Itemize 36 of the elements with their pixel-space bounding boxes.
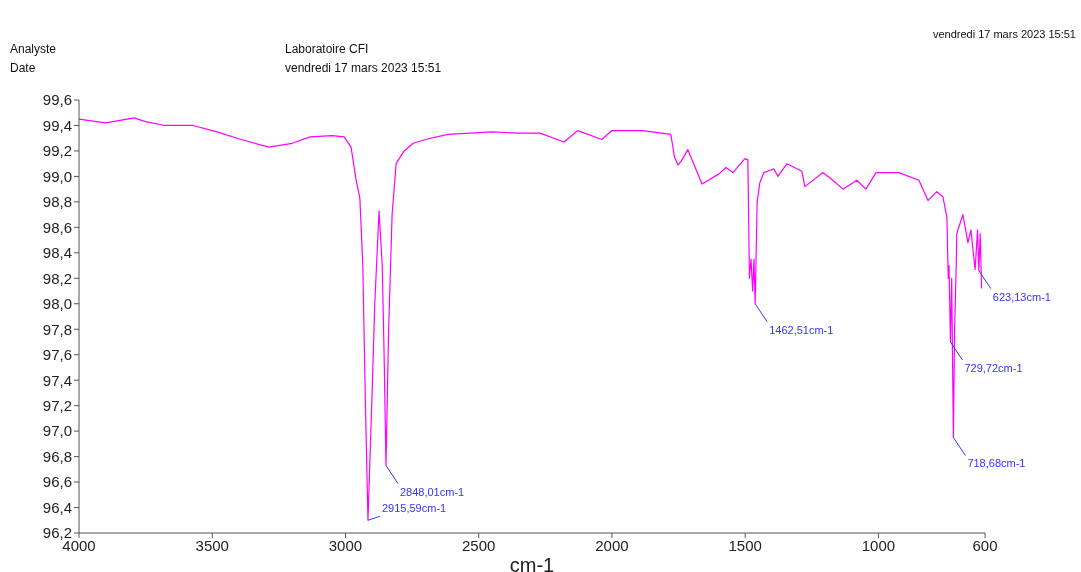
y-tick-label: 97,8 <box>42 320 72 338</box>
x-tick-label: 600 <box>972 536 998 554</box>
text: vendredi 17 mars 2023 15:51 <box>285 61 442 75</box>
text: Date <box>10 61 36 75</box>
y-tick-label: 97,6 <box>42 346 72 364</box>
text: vendredi 17 mars 2023 15:51 <box>932 28 1076 40</box>
y-tick-label: 97,0 <box>42 422 72 440</box>
text: Analyste <box>10 42 57 56</box>
y-tick-label: 99,2 <box>42 142 72 160</box>
annotation: 718,68cm-1 <box>967 457 1026 470</box>
y-tick-label: 97,2 <box>42 396 72 414</box>
x-tick-label: 2000 <box>595 536 629 554</box>
annotation: 623,13cm-1 <box>992 290 1051 303</box>
y-tick-label: 99,4 <box>42 116 72 134</box>
y-tick-label: 96,6 <box>42 473 72 491</box>
annotation: 2848,01cm-1 <box>399 485 465 498</box>
x-tick-label: 3500 <box>195 536 229 554</box>
y-tick-label: 98,8 <box>42 193 72 211</box>
annotation: 729,72cm-1 <box>964 361 1023 374</box>
x-tick-label: 3000 <box>328 536 363 554</box>
y-tick-label: 98,6 <box>42 218 72 236</box>
x-axis-title: cm-1 <box>509 554 555 572</box>
x-tick-label: 1500 <box>728 536 762 554</box>
x-tick-label: 1000 <box>861 536 896 554</box>
y-tick-label: 98,4 <box>42 244 72 262</box>
y-tick-label: 99,0 <box>42 167 72 185</box>
y-tick-label: 99,6 <box>42 91 72 109</box>
y-tick-label: 96,4 <box>42 498 72 516</box>
y-tick-label: 96,8 <box>42 447 72 465</box>
annotation: 1462,51cm-1 <box>769 323 834 336</box>
y-tick-label: 97,4 <box>42 371 72 389</box>
y-tick-label: 98,0 <box>42 295 72 313</box>
annotation: 2915,59cm-1 <box>381 502 447 515</box>
x-tick-label: 2500 <box>462 536 496 554</box>
text: Laboratoire CFI <box>285 42 369 56</box>
y-tick-label: 98,2 <box>42 269 72 287</box>
